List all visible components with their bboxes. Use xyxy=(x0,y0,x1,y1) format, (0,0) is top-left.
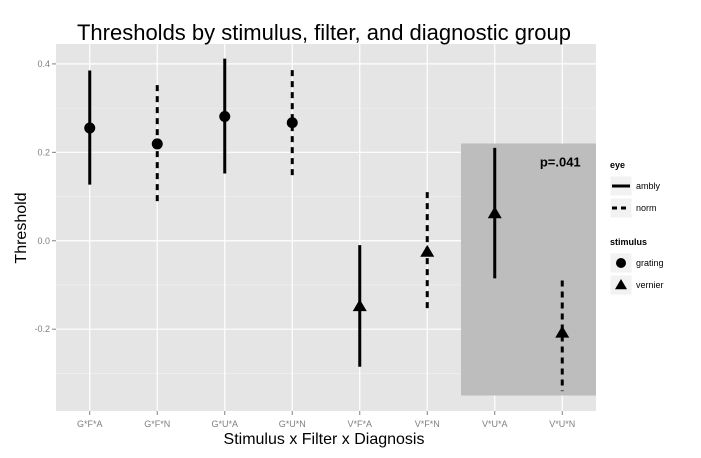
x-tick-label: V*U*N xyxy=(549,419,575,429)
chart-title: Thresholds by stimulus, filter, and diag… xyxy=(77,20,571,45)
x-tick-label: V*U*A xyxy=(482,419,508,429)
legend-title-stimulus: stimulus xyxy=(610,237,647,247)
point-grating xyxy=(84,122,96,134)
point-grating xyxy=(286,117,298,129)
x-axis-title: Stimulus x Filter x Diagnosis xyxy=(224,431,425,448)
x-tick-label: G*F*N xyxy=(144,419,170,429)
legend-shape-triangle xyxy=(615,279,627,290)
highlight-region: p=.041 xyxy=(461,143,596,396)
point-vernier xyxy=(420,244,435,257)
x-tick-label: G*U*A xyxy=(211,419,238,429)
point-grating xyxy=(151,138,163,150)
legend-label: vernier xyxy=(636,280,664,290)
legend: eye ambly norm stimulus grating vernier xyxy=(609,160,664,296)
data-marks xyxy=(84,58,570,392)
y-axis: 0.4 0.2 0.0 -0.2 xyxy=(34,59,56,334)
point-vernier xyxy=(487,206,502,219)
y-tick-label: 0.4 xyxy=(37,59,50,69)
legend-label: grating xyxy=(636,258,664,268)
y-tick-label: -0.2 xyxy=(34,324,50,334)
legend-label: ambly xyxy=(636,181,661,191)
legend-title-eye: eye xyxy=(610,160,625,170)
y-tick-label: 0.2 xyxy=(37,147,50,157)
legend-shape-circle xyxy=(616,258,626,268)
y-tick-label: 0.0 xyxy=(37,236,50,246)
point-grating xyxy=(219,111,231,123)
x-tick-label: V*F*N xyxy=(415,419,440,429)
point-vernier xyxy=(555,325,570,338)
x-tick-label: G*U*N xyxy=(279,419,306,429)
highlight-rect xyxy=(461,143,596,396)
x-tick-label: V*F*A xyxy=(347,419,372,429)
point-vernier xyxy=(352,299,367,312)
x-tick-label: G*F*A xyxy=(77,419,103,429)
y-axis-title: Threshold xyxy=(13,192,30,263)
x-axis: G*F*A G*F*N G*U*A G*U*N V*F*A V*F*N V*U*A V*U*N xyxy=(77,411,575,429)
highlight-label: p=.041 xyxy=(540,154,581,169)
legend-label: norm xyxy=(636,203,657,213)
